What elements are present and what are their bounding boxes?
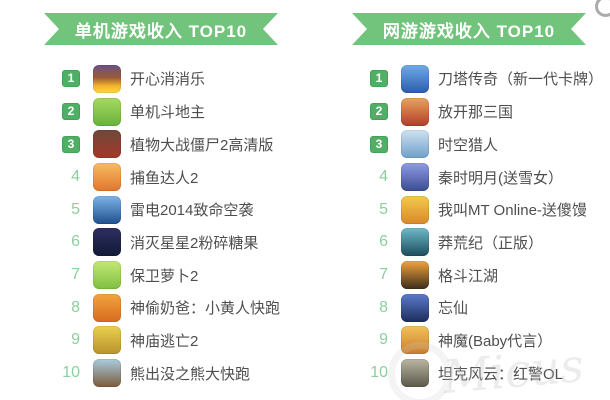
rank-row: 4 秦时明月(送雪女） — [352, 161, 602, 194]
rank-row: 7 保卫萝卜2 — [44, 259, 294, 292]
game-name: 放开那三国 — [438, 104, 514, 122]
shenmo-game-icon — [401, 326, 429, 355]
rank-row: 3 植物大战僵尸2高清版 — [44, 128, 294, 161]
single-player-ranking-column: 单机游戏收入 TOP10 1 开心消消乐 2 单机斗地主 3 植物大战僵尸2高清… — [44, 13, 294, 389]
game-name: 开心消消乐 — [130, 71, 206, 89]
game-name: 坦克风云：红警OL — [438, 365, 564, 383]
rank-number: 10 — [62, 364, 80, 382]
game-name: 格斗江湖 — [438, 267, 499, 285]
carrot-fantasy-2-game-icon — [93, 261, 121, 290]
game-name: 神庙逃亡2 — [130, 332, 199, 350]
raiden-2014-game-icon — [93, 195, 121, 224]
rank-row: 8 忘仙 — [352, 291, 602, 324]
manghuangji-game-icon — [401, 228, 429, 257]
game-name: 我叫MT Online-送傻馒 — [438, 202, 587, 220]
time-hunter-game-icon — [401, 130, 429, 159]
game-name: 植物大战僵尸2高清版 — [130, 136, 274, 154]
rank-badge: 3 — [62, 135, 80, 153]
rank-row: 3 时空猎人 — [352, 128, 602, 161]
rank-row: 9 神魔(Baby代言） — [352, 324, 602, 357]
rank-number: 7 — [71, 266, 80, 284]
game-name: 雷电2014致命空袭 — [130, 202, 254, 220]
fishing-joy-2-game-icon — [93, 163, 121, 191]
online-game-ranking-column: 网游游戏收入 TOP10 1 刀塔传奇（新一代卡牌） 2 放开那三国 3 时空猎… — [352, 13, 604, 390]
rank-badge: 1 — [62, 70, 80, 88]
online-game-rank-list: 1 刀塔传奇（新一代卡牌） 2 放开那三国 3 时空猎人 4 秦时明月(送雪女）… — [352, 63, 604, 390]
rank-row: 9 神庙逃亡2 — [44, 324, 294, 357]
wo-jiao-mt-game-icon — [401, 195, 429, 224]
rank-row: 6 莽荒纪（正版） — [352, 226, 602, 259]
online-game-ranking-banner: 网游游戏收入 TOP10 — [352, 13, 586, 45]
rank-row: 10 熊出没之熊大快跑 — [44, 357, 294, 390]
online-game-ranking-title: 网游游戏收入 TOP10 — [382, 21, 556, 41]
game-name: 捕鱼达人2 — [130, 169, 199, 187]
sanguo-game-icon — [401, 97, 429, 126]
corner-circle-mark-icon — [595, 0, 610, 17]
game-name: 秦时明月(送雪女） — [438, 169, 563, 187]
game-name: 熊出没之熊大快跑 — [130, 365, 251, 383]
rank-row: 2 单机斗地主 — [44, 95, 294, 128]
rank-row: 2 放开那三国 — [352, 95, 602, 128]
rank-row: 5 雷电2014致命空袭 — [44, 193, 294, 226]
rank-row: 7 格斗江湖 — [352, 259, 602, 292]
game-name: 时空猎人 — [438, 136, 499, 154]
single-player-ranking-title: 单机游戏收入 TOP10 — [74, 21, 248, 41]
rank-number: 9 — [379, 331, 388, 349]
rank-number: 10 — [370, 364, 388, 382]
rank-badge: 2 — [62, 103, 80, 121]
single-player-ranking-banner: 单机游戏收入 TOP10 — [44, 13, 278, 45]
rank-number: 9 — [71, 331, 80, 349]
doudizhu-game-icon — [93, 97, 121, 126]
dota-legend-game-icon — [401, 64, 429, 93]
rank-row: 1 开心消消乐 — [44, 63, 294, 96]
rank-row: 6 消灭星星2粉碎糖果 — [44, 226, 294, 259]
game-name: 刀塔传奇（新一代卡牌） — [438, 71, 604, 89]
single-player-rank-list: 1 开心消消乐 2 单机斗地主 3 植物大战僵尸2高清版 4 捕鱼达人2 5 — [44, 63, 294, 390]
pvz2-game-icon — [93, 130, 121, 159]
rank-number: 6 — [71, 233, 80, 251]
gedou-jianghu-game-icon — [401, 261, 429, 290]
game-name: 消灭星星2粉碎糖果 — [130, 234, 259, 252]
rank-row: 1 刀塔传奇（新一代卡牌） — [352, 63, 604, 96]
rank-row: 10 坦克风云：红警OL — [352, 357, 602, 390]
qinshi-mingyue-game-icon — [401, 163, 429, 191]
rank-number: 8 — [379, 298, 388, 316]
game-name: 单机斗地主 — [130, 104, 206, 122]
rank-number: 8 — [71, 298, 80, 316]
rank-number: 7 — [379, 266, 388, 284]
rank-badge: 3 — [370, 135, 388, 153]
rank-number: 4 — [379, 168, 388, 185]
rank-row: 4 捕鱼达人2 — [44, 161, 294, 194]
tank-storm-game-icon — [401, 359, 429, 388]
popstar2-game-icon — [93, 228, 121, 257]
minion-rush-game-icon — [93, 293, 121, 322]
rank-number: 5 — [71, 200, 80, 218]
wangxian-game-icon — [401, 293, 429, 322]
temple-run-2-game-icon — [93, 326, 121, 355]
rank-number: 4 — [71, 168, 80, 185]
game-name: 保卫萝卜2 — [130, 267, 199, 285]
rank-number: 5 — [379, 200, 388, 218]
rank-row: 5 我叫MT Online-送傻馒 — [352, 193, 602, 226]
game-name: 忘仙 — [438, 300, 469, 318]
game-name: 神偷奶爸：小黄人快跑 — [130, 300, 281, 318]
game-name: 莽荒纪（正版） — [438, 234, 544, 252]
anipop-game-icon — [93, 64, 121, 93]
rank-badge: 1 — [370, 70, 388, 88]
rank-number: 6 — [379, 233, 388, 251]
boonie-bears-run-game-icon — [93, 359, 121, 388]
rank-badge: 2 — [370, 103, 388, 121]
rank-row: 8 神偷奶爸：小黄人快跑 — [44, 291, 294, 324]
game-name: 神魔(Baby代言） — [438, 332, 553, 350]
